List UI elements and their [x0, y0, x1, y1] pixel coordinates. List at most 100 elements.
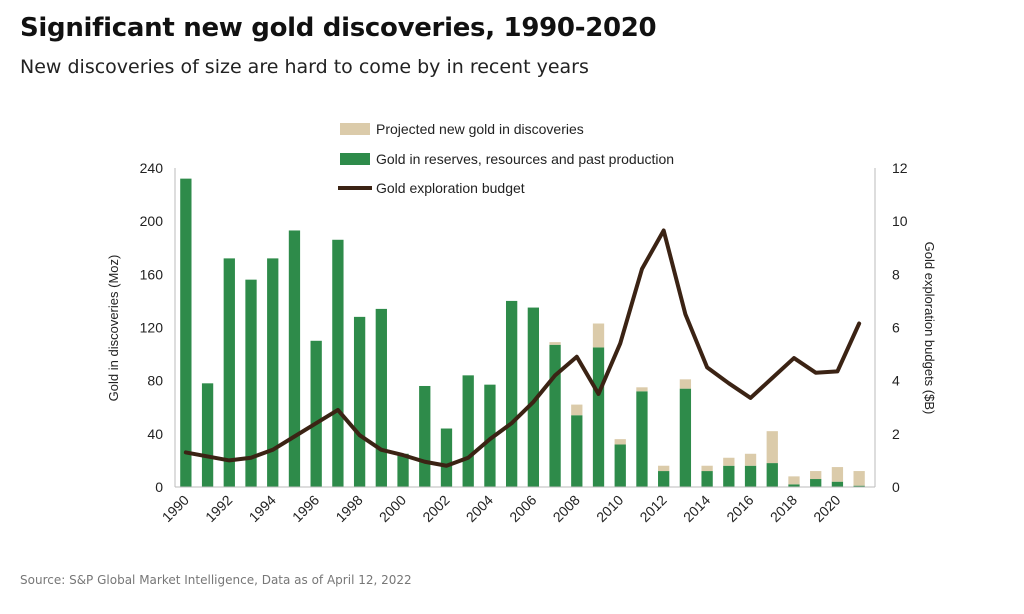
bar-reserves-2018	[788, 484, 800, 487]
x-tick-label: 2008	[550, 492, 583, 525]
legend-swatch-reserves	[340, 153, 370, 165]
x-tick-label: 1992	[202, 492, 235, 525]
y-right-tick-label: 8	[892, 266, 900, 282]
bar-projected-2008	[571, 404, 583, 416]
x-tick-label: 1994	[246, 492, 279, 525]
bar-projected-2011	[636, 387, 648, 392]
chart-title: Significant new gold discoveries, 1990-2…	[20, 13, 657, 43]
y-left-tick-label: 200	[140, 213, 164, 229]
x-tick-label: 1998	[332, 492, 365, 525]
bar-projected-2010	[614, 439, 626, 445]
budget-point-1991	[205, 454, 210, 459]
budget-point-2004	[488, 437, 492, 441]
budget-point-2009	[596, 392, 601, 396]
budget-point-2019	[814, 371, 818, 375]
y-right-tick-label: 0	[892, 479, 900, 495]
bar-reserves-2006	[527, 307, 540, 487]
chart-subtitle: New discoveries of size are hard to come…	[20, 56, 589, 78]
budget-point-2013	[683, 312, 687, 316]
budget-point-2021	[857, 321, 861, 326]
bar-reserves-1990	[180, 178, 192, 487]
chart-legend: Projected new gold in discoveries Gold i…	[338, 121, 674, 196]
bar-reserves-2009	[592, 347, 605, 487]
budget-line	[183, 228, 862, 468]
x-tick-label: 2016	[723, 492, 756, 525]
bar-reserves-2020	[831, 481, 844, 487]
bar-reserves-2016	[744, 465, 757, 487]
bar-reserves-2001	[419, 385, 431, 487]
bar-reserves-2012	[658, 471, 670, 487]
budget-point-1992	[227, 458, 231, 463]
budget-point-2007	[553, 373, 557, 377]
y-right-tick-label: 12	[892, 160, 908, 176]
bar-reserves-1994	[267, 258, 279, 487]
bar-reserves-1996	[310, 340, 322, 487]
budget-point-1996	[314, 421, 318, 425]
bar-group	[180, 178, 865, 488]
budget-point-2018	[792, 356, 796, 360]
budget-point-2010	[618, 341, 622, 346]
bar-reserves-2002	[440, 428, 453, 487]
budget-point-2003	[466, 456, 470, 460]
budget-point-2014	[705, 365, 709, 369]
bar-projected-2009	[592, 323, 605, 348]
budget-point-2005	[510, 421, 514, 425]
bar-projected-2018	[788, 476, 800, 485]
legend-label-projected: Projected new gold in discoveries	[376, 121, 584, 137]
y-right-tick-label: 10	[892, 213, 908, 229]
bar-reserves-2007	[549, 344, 561, 487]
bar-reserves-2013	[679, 388, 692, 487]
bar-reserves-2000	[397, 453, 409, 487]
bar-reserves-2005	[505, 300, 518, 487]
bar-reserves-2017	[766, 463, 778, 487]
bar-reserves-2021	[853, 485, 865, 487]
budget-point-2000	[401, 453, 405, 457]
bar-reserves-2014	[701, 471, 713, 487]
bar-projected-2017	[766, 431, 778, 464]
x-tick-label: 2012	[636, 492, 669, 525]
budget-point-1997	[336, 408, 340, 412]
budget-point-1998	[358, 433, 362, 437]
x-tick-label: 2006	[506, 492, 539, 525]
legend-swatch-projected	[340, 123, 370, 135]
budget-point-2020	[835, 369, 840, 373]
legend-label-reserves: Gold in reserves, resources and past pro…	[376, 151, 674, 167]
bar-projected-2013	[679, 379, 692, 389]
bar-reserves-2019	[810, 479, 822, 487]
y-right-tick-label: 4	[892, 373, 900, 389]
x-tick-label: 2020	[810, 492, 843, 525]
bar-reserves-1993	[245, 279, 257, 487]
bar-reserves-1998	[353, 316, 366, 487]
x-tick-label: 2004	[463, 492, 496, 525]
y-left-tick-label: 0	[155, 479, 163, 495]
bar-projected-2019	[810, 471, 822, 480]
bar-reserves-1991	[201, 383, 214, 487]
budget-point-2016	[748, 396, 753, 400]
budget-point-2002	[444, 464, 449, 468]
bar-projected-2012	[658, 465, 670, 472]
x-tick-label: 2010	[593, 492, 626, 525]
y-left-tick-label: 120	[140, 320, 164, 336]
budget-point-2012	[662, 228, 666, 233]
budget-point-2008	[575, 355, 579, 359]
budget-point-2017	[770, 376, 774, 380]
budget-point-1994	[271, 448, 275, 452]
y-left-tick-label: 40	[147, 426, 163, 442]
budget-line-group	[183, 228, 862, 468]
budget-point-1990	[184, 450, 188, 455]
bar-projected-2015	[723, 457, 735, 466]
bar-reserves-2015	[723, 465, 735, 487]
budget-point-1999	[379, 448, 383, 452]
budget-point-1995	[292, 434, 297, 439]
legend-label-budget: Gold exploration budget	[376, 180, 525, 196]
y-left-tick-label: 160	[140, 266, 164, 282]
x-tick-label: 1996	[289, 492, 322, 525]
budget-point-1993	[249, 456, 253, 460]
x-tick-label: 2018	[767, 492, 800, 525]
y-left-tick-label: 80	[147, 373, 163, 389]
bar-reserves-1999	[375, 308, 387, 487]
bar-projected-2007	[549, 342, 561, 345]
bar-projected-2014	[701, 465, 713, 472]
budget-point-2015	[727, 381, 731, 385]
